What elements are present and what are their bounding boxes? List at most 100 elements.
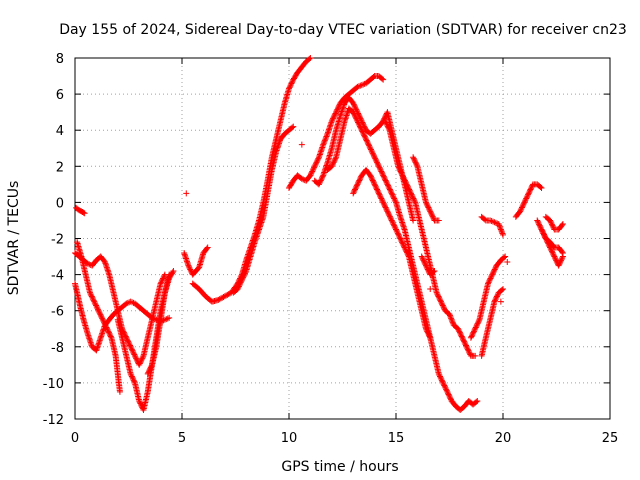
data-point [552, 256, 559, 263]
data-point [81, 210, 88, 217]
data-point [429, 213, 436, 220]
data-point [475, 318, 482, 325]
data-point [234, 286, 241, 293]
data-point [410, 155, 417, 162]
data-point [443, 387, 450, 394]
data-point [559, 222, 566, 229]
data-point [320, 140, 327, 147]
y-tick-label: -8 [51, 341, 64, 356]
data-point [364, 138, 371, 145]
data-point [311, 164, 318, 171]
data-point [459, 336, 466, 343]
data-point [330, 160, 337, 167]
data-point [369, 149, 376, 156]
data-point [310, 165, 317, 172]
data-point [387, 214, 394, 221]
y-axis-label: SDTVAR / TECUs [6, 181, 22, 296]
data-point [434, 292, 441, 299]
data-point [461, 338, 468, 345]
data-point [288, 80, 295, 87]
data-point [405, 252, 412, 259]
data-point [490, 218, 497, 225]
data-point [357, 124, 364, 131]
data-point [236, 282, 243, 289]
data-point [410, 195, 417, 202]
data-point [423, 200, 430, 207]
data-point [390, 221, 397, 228]
data-point [392, 225, 399, 232]
data-point [411, 196, 418, 203]
data-point [306, 55, 313, 62]
y-tick-label: 6 [56, 88, 64, 103]
data-point [534, 217, 541, 224]
data-point [90, 296, 97, 303]
data-point [549, 249, 556, 256]
data-point [427, 286, 434, 293]
data-point [370, 178, 377, 185]
data-point [444, 388, 451, 395]
data-point [418, 253, 425, 260]
data-point [240, 273, 247, 280]
data-point [93, 303, 100, 310]
data-point [440, 303, 447, 310]
data-point [377, 167, 384, 174]
data-point [159, 276, 166, 283]
data-point [475, 319, 482, 326]
data-point [333, 107, 340, 114]
data-point [393, 227, 400, 234]
data-point [308, 171, 315, 178]
data-point [398, 238, 405, 245]
data-point [520, 201, 527, 208]
data-point [466, 350, 473, 357]
data-point [490, 269, 497, 276]
data-point [559, 249, 566, 256]
data-point [471, 327, 478, 334]
data-point [90, 297, 97, 304]
data-point [425, 204, 432, 211]
data-point [424, 328, 431, 335]
data-point [287, 83, 294, 90]
data-point [353, 115, 360, 122]
data-point [139, 354, 146, 361]
data-point [524, 192, 531, 199]
data-point [412, 159, 419, 166]
data-point [137, 359, 144, 366]
data-point [485, 280, 492, 287]
data-point [430, 214, 437, 221]
data-point [145, 368, 152, 375]
data-point [523, 195, 530, 202]
data-point [399, 239, 406, 246]
data-point [403, 180, 410, 187]
data-point [317, 178, 324, 185]
data-point [315, 181, 322, 188]
data-point [386, 186, 393, 193]
data-point [358, 82, 365, 89]
data-point [541, 232, 548, 239]
data-point [463, 342, 470, 349]
data-point [366, 143, 373, 150]
data-point [138, 356, 145, 363]
data-point [186, 265, 193, 272]
data-point [289, 79, 296, 86]
data-point [382, 119, 389, 126]
data-point [169, 269, 176, 276]
data-point [128, 345, 135, 352]
data-point [105, 328, 112, 335]
data-point [494, 292, 501, 299]
data-point [409, 194, 416, 201]
data-point [369, 176, 376, 183]
data-point [547, 218, 554, 225]
data-point [92, 301, 99, 308]
data-point [333, 109, 340, 116]
data-point [381, 176, 388, 183]
data-point [235, 284, 242, 291]
data-point [470, 329, 477, 336]
data-point [492, 296, 499, 303]
data-point [378, 195, 385, 202]
data-point [127, 370, 134, 377]
data-point [350, 109, 357, 116]
data-point [537, 225, 544, 232]
data-point [440, 379, 447, 386]
data-point [438, 377, 445, 384]
x-tick-label: 0 [71, 431, 79, 446]
